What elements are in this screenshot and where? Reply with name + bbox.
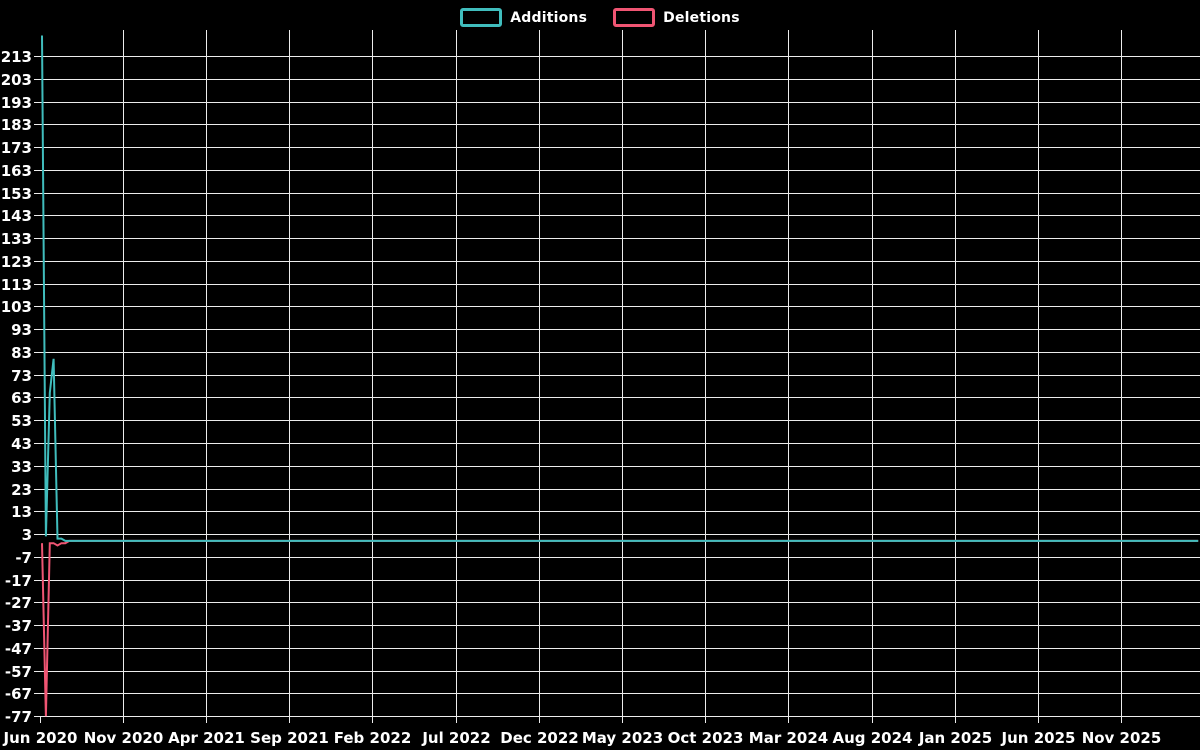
- x-tick-label: Nov 2020: [84, 729, 164, 747]
- y-tick-label: 193: [1, 94, 32, 112]
- chart-legend: Additions Deletions: [0, 8, 1200, 27]
- y-tick-label: 203: [1, 71, 32, 89]
- y-tick-label: 93: [11, 321, 32, 339]
- y-tick-label: 133: [1, 230, 32, 248]
- x-tick-label: Jun 2020: [3, 729, 78, 747]
- y-tick-label: 63: [11, 389, 32, 407]
- x-tick-label: Feb 2022: [334, 729, 412, 747]
- x-axis-tick-labels: Jun 2020 Nov 2020 Apr 2021 Sep 2021 Feb 2022…: [3, 729, 1162, 747]
- legend-item-deletions[interactable]: Deletions: [613, 8, 740, 27]
- x-tick-label: Dec 2022: [500, 729, 579, 747]
- y-tick-label: 43: [11, 435, 32, 453]
- y-tick-label: 103: [1, 298, 32, 316]
- y-tick-label: 123: [1, 253, 32, 271]
- y-tick-label: 23: [11, 481, 32, 499]
- deletions-line: [41, 539, 1199, 717]
- additions-swatch-icon: [460, 8, 503, 27]
- y-tick-label: -7: [15, 549, 32, 567]
- y-tick-label: 173: [1, 139, 32, 157]
- x-tick-label: Aug 2024: [833, 729, 913, 747]
- y-tick-label: 73: [11, 367, 32, 385]
- y-tick-label: 33: [11, 458, 32, 476]
- y-tick-label: -57: [5, 663, 32, 681]
- x-tick-label: Oct 2023: [668, 729, 744, 747]
- y-tick-label: 163: [1, 162, 32, 180]
- y-tick-label: 143: [1, 207, 32, 225]
- y-tick-label: 113: [1, 276, 32, 294]
- y-tick-label: -37: [5, 617, 32, 635]
- y-tick-label: 3: [22, 526, 32, 544]
- additions-line: [41, 35, 1199, 542]
- legend-item-additions[interactable]: Additions: [460, 8, 587, 27]
- x-tick-label: May 2023: [582, 729, 663, 747]
- y-tick-label: 83: [11, 344, 32, 362]
- x-tick-label: Sep 2021: [250, 729, 329, 747]
- y-tick-label: -77: [5, 708, 32, 726]
- y-tick-label: 13: [11, 503, 32, 521]
- y-tick-label: 153: [1, 185, 32, 203]
- x-tick-label: Jun 2025: [1001, 729, 1076, 747]
- y-tick-label: 213: [1, 48, 32, 66]
- x-tick-label: Jan 2025: [918, 729, 992, 747]
- y-tick-label: -17: [5, 572, 32, 590]
- x-tick-label: Apr 2021: [168, 729, 245, 747]
- x-tick-label: Jul 2022: [421, 729, 490, 747]
- deletions-swatch-icon: [613, 8, 656, 27]
- x-tick-label: Mar 2024: [749, 729, 828, 747]
- series-lines: [41, 35, 1199, 717]
- deletions-legend-label: Deletions: [663, 9, 740, 26]
- y-tick-label: -27: [5, 594, 32, 612]
- y-tick-label: -67: [5, 685, 32, 703]
- additions-legend-label: Additions: [510, 9, 588, 26]
- x-tick-label: Nov 2025: [1082, 729, 1162, 747]
- y-tick-label: 183: [1, 116, 32, 134]
- y-axis-tick-labels: 2132031931831731631531431331231131039383…: [1, 48, 32, 726]
- y-tick-label: 53: [11, 412, 32, 430]
- gridlines: [34, 30, 1200, 723]
- y-tick-label: -47: [5, 640, 32, 658]
